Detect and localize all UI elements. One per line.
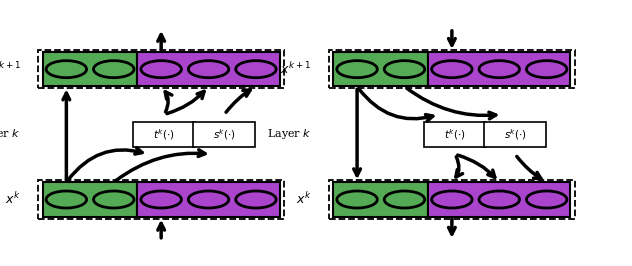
Bar xyxy=(428,52,570,86)
Bar xyxy=(334,52,428,86)
Bar xyxy=(428,182,570,217)
Circle shape xyxy=(188,191,229,208)
Circle shape xyxy=(188,61,229,78)
Bar xyxy=(334,182,428,217)
Text: Layer $k$: Layer $k$ xyxy=(0,127,20,141)
Text: $t^k(\cdot)$: $t^k(\cdot)$ xyxy=(444,127,466,142)
Circle shape xyxy=(384,191,425,208)
Circle shape xyxy=(46,61,87,78)
Circle shape xyxy=(94,61,134,78)
FancyBboxPatch shape xyxy=(424,122,486,147)
Bar xyxy=(43,182,138,217)
Text: $x^k$: $x^k$ xyxy=(296,192,311,207)
Circle shape xyxy=(479,61,520,78)
Circle shape xyxy=(337,61,377,78)
Circle shape xyxy=(337,191,377,208)
Text: $x^{k+1}$: $x^{k+1}$ xyxy=(281,61,311,77)
Text: $x^k$: $x^k$ xyxy=(5,192,20,207)
FancyBboxPatch shape xyxy=(133,122,195,147)
Circle shape xyxy=(141,61,181,78)
Bar xyxy=(138,182,280,217)
Circle shape xyxy=(236,61,276,78)
Text: $s^k(\cdot)$: $s^k(\cdot)$ xyxy=(213,127,236,142)
Circle shape xyxy=(432,191,472,208)
Bar xyxy=(138,52,280,86)
Circle shape xyxy=(384,61,425,78)
FancyBboxPatch shape xyxy=(193,122,255,147)
FancyBboxPatch shape xyxy=(484,122,546,147)
Text: Layer $k$: Layer $k$ xyxy=(267,127,311,141)
Circle shape xyxy=(526,191,567,208)
Circle shape xyxy=(141,191,181,208)
Circle shape xyxy=(526,61,567,78)
Bar xyxy=(43,52,138,86)
Circle shape xyxy=(94,191,134,208)
Circle shape xyxy=(432,61,472,78)
Text: $x^{k+1}$: $x^{k+1}$ xyxy=(0,61,20,77)
Circle shape xyxy=(46,191,87,208)
Text: $s^k(\cdot)$: $s^k(\cdot)$ xyxy=(504,127,526,142)
Circle shape xyxy=(479,191,520,208)
Circle shape xyxy=(236,191,276,208)
Text: $t^k(\cdot)$: $t^k(\cdot)$ xyxy=(154,127,175,142)
